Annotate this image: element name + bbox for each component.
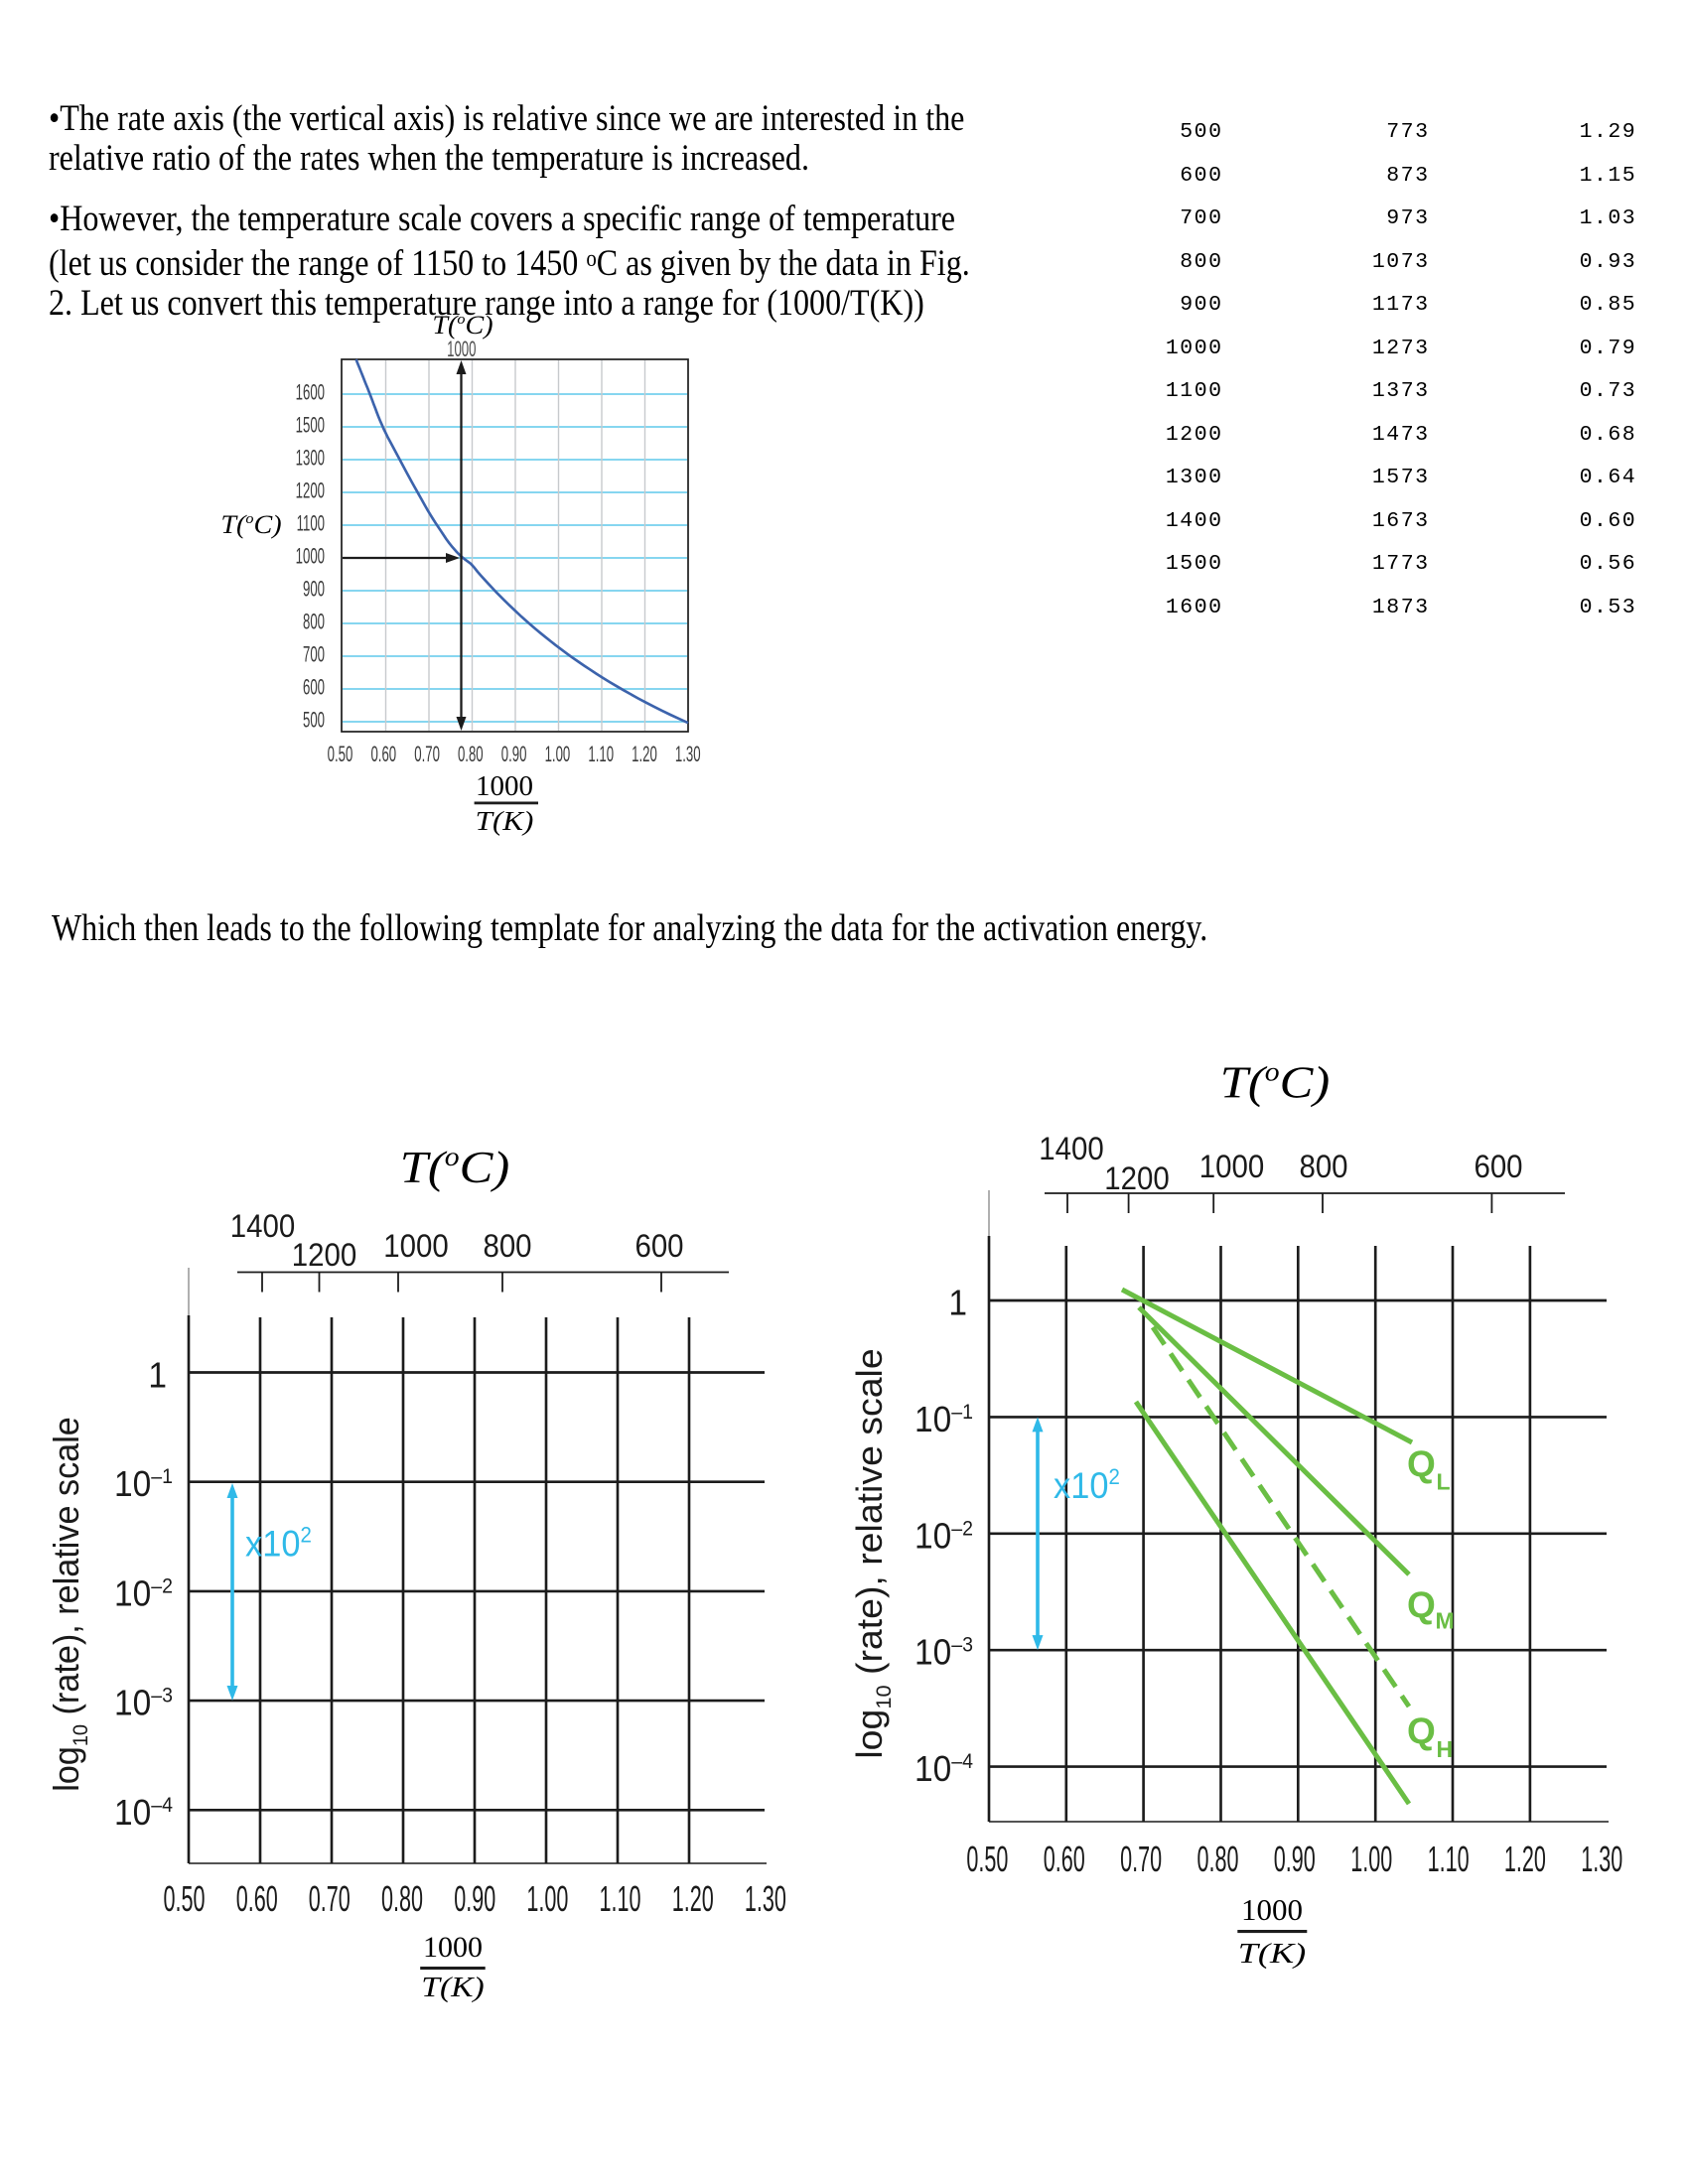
- svg-text:600: 600: [634, 1228, 683, 1264]
- svg-text:0.60: 0.60: [1044, 1840, 1085, 1879]
- svg-text:1000: 1000: [1199, 1149, 1264, 1184]
- svg-text:10–3: 10–3: [114, 1685, 173, 1723]
- svg-text:1.10: 1.10: [588, 743, 614, 766]
- svg-text:1.00: 1.00: [545, 743, 571, 766]
- svg-text:0.60: 0.60: [236, 1879, 278, 1919]
- svg-text:1200: 1200: [296, 478, 325, 502]
- svg-text:1000: 1000: [1241, 1892, 1303, 1927]
- svg-text:1000: 1000: [383, 1228, 448, 1264]
- svg-text:T(oC): T(oC): [1220, 1058, 1330, 1108]
- svg-text:0.80: 0.80: [381, 1879, 423, 1919]
- svg-text:1.00: 1.00: [1350, 1840, 1392, 1879]
- svg-text:1200: 1200: [1104, 1160, 1169, 1196]
- svg-text:x102: x102: [245, 1523, 312, 1565]
- svg-text:T(oC): T(oC): [400, 1143, 509, 1192]
- svg-text:0.50: 0.50: [328, 743, 353, 766]
- svg-text:10–1: 10–1: [114, 1465, 173, 1504]
- svg-text:800: 800: [483, 1228, 531, 1264]
- svg-text:800: 800: [1299, 1149, 1347, 1184]
- svg-text:0.60: 0.60: [370, 743, 396, 766]
- svg-text:900: 900: [303, 577, 325, 601]
- svg-text:600: 600: [303, 675, 325, 699]
- svg-text:x102: x102: [1054, 1464, 1120, 1506]
- svg-text:log10 (rate), relative scale: log10 (rate), relative scale: [47, 1417, 92, 1792]
- svg-text:T(oC): T(oC): [220, 510, 281, 539]
- svg-text:1500: 1500: [296, 413, 325, 437]
- svg-text:10–4: 10–4: [114, 1794, 173, 1833]
- svg-text:1.30: 1.30: [745, 1879, 786, 1919]
- svg-text:1200: 1200: [292, 1237, 356, 1273]
- svg-text:1000: 1000: [423, 1931, 483, 1964]
- svg-text:500: 500: [303, 708, 325, 732]
- svg-text:log10 (rate), relative scale: log10 (rate), relative scale: [850, 1348, 896, 1758]
- svg-text:Q: Q: [1407, 1584, 1436, 1625]
- svg-text:1.30: 1.30: [675, 743, 701, 766]
- svg-text:0.50: 0.50: [966, 1840, 1008, 1879]
- svg-text:1000: 1000: [296, 544, 325, 568]
- svg-text:L: L: [1437, 1469, 1451, 1495]
- svg-text:T(oC): T(oC): [432, 311, 492, 340]
- svg-text:0.90: 0.90: [1274, 1840, 1316, 1879]
- svg-text:Q: Q: [1407, 1710, 1436, 1751]
- svg-text:0.90: 0.90: [501, 743, 527, 766]
- svg-text:1000: 1000: [476, 770, 533, 802]
- svg-text:1100: 1100: [297, 511, 325, 535]
- svg-text:10–2: 10–2: [114, 1574, 173, 1613]
- svg-text:10–3: 10–3: [914, 1634, 973, 1673]
- svg-text:10–4: 10–4: [914, 1750, 973, 1789]
- svg-text:0.90: 0.90: [454, 1879, 495, 1919]
- svg-text:1: 1: [948, 1284, 967, 1322]
- svg-text:M: M: [1436, 1607, 1455, 1633]
- svg-text:1300: 1300: [296, 446, 325, 470]
- svg-text:10–2: 10–2: [914, 1517, 973, 1556]
- svg-text:800: 800: [303, 610, 325, 633]
- svg-text:1.00: 1.00: [526, 1879, 568, 1919]
- svg-text:700: 700: [303, 642, 325, 666]
- svg-text:0.80: 0.80: [458, 743, 484, 766]
- svg-text:600: 600: [1474, 1149, 1522, 1184]
- svg-text:0.80: 0.80: [1196, 1840, 1238, 1879]
- svg-text:10–1: 10–1: [914, 1401, 973, 1439]
- svg-text:1400: 1400: [230, 1208, 295, 1244]
- svg-text:1.20: 1.20: [1504, 1840, 1546, 1879]
- svg-text:1.20: 1.20: [672, 1879, 714, 1919]
- svg-text:1.30: 1.30: [1581, 1840, 1622, 1879]
- svg-text:1.10: 1.10: [599, 1879, 640, 1919]
- svg-text:0.70: 0.70: [414, 743, 440, 766]
- svg-text:1.20: 1.20: [632, 743, 657, 766]
- svg-text:1600: 1600: [296, 380, 325, 404]
- svg-text:T(K): T(K): [476, 807, 534, 837]
- svg-text:T(K): T(K): [421, 1972, 484, 2003]
- svg-text:1: 1: [148, 1356, 167, 1395]
- svg-text:1400: 1400: [1039, 1131, 1103, 1166]
- svg-text:1000: 1000: [447, 338, 476, 361]
- svg-text:1.10: 1.10: [1428, 1840, 1470, 1879]
- svg-text:0.70: 0.70: [309, 1879, 351, 1919]
- svg-text:Q: Q: [1407, 1443, 1436, 1484]
- svg-text:0.70: 0.70: [1120, 1840, 1162, 1879]
- svg-text:T(K): T(K): [1238, 1938, 1306, 1970]
- svg-text:0.50: 0.50: [163, 1879, 205, 1919]
- svg-text:H: H: [1437, 1736, 1454, 1762]
